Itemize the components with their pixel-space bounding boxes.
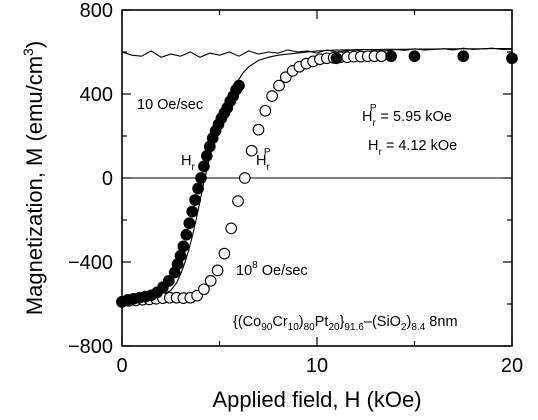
hr-label-sub: r [191, 162, 195, 173]
rate-fast-sup: 8 [252, 260, 258, 271]
comp-sub: 80 [304, 322, 316, 333]
filled-data-point [506, 52, 518, 65]
comp-sub: 8.4 [411, 322, 425, 333]
comp-part: –(SiO [364, 314, 401, 330]
hrp-value-tail: = 5.95 kOe [377, 109, 452, 125]
y-tick-labels: 800 400 0 −400 −800 [68, 0, 113, 358]
open-data-point [238, 172, 251, 184]
hrp-label-sup: P [264, 147, 271, 158]
x-ticks [121, 10, 513, 346]
comp-sub: 20 [328, 322, 340, 333]
annotation-hr-label: Hr [181, 153, 195, 173]
comp-sub: 90 [261, 322, 273, 333]
rate-fast-tail: Oe/sec [258, 263, 308, 279]
filled-data-point [180, 228, 193, 241]
comp-part: Pt [315, 314, 329, 330]
comp-sub: 91.6 [344, 322, 364, 333]
comp-part: ) [407, 314, 412, 330]
annotation-composition: {(Co90Cr10)80Pt20}91.6–(SiO2)8.4 8nm [233, 314, 458, 333]
filled-data-point [233, 79, 245, 92]
hr-value-sub: r [378, 147, 382, 158]
comp-part: } [340, 314, 345, 330]
hr-value-base: H [368, 138, 378, 154]
y-axis-title: Magnetization, M (emu/cm3) [20, 41, 47, 315]
comp-sub: 10 [288, 322, 300, 333]
open-data-point [245, 144, 258, 157]
x-tick-label: 0 [116, 355, 127, 377]
annotation-rate-slow: 10 Oe/sec [137, 97, 203, 113]
hrp-label-sub: r [266, 162, 270, 173]
open-data-point [232, 195, 244, 207]
open-data-point [259, 104, 272, 117]
filled-data-point [189, 194, 201, 206]
open-data-point [273, 79, 285, 92]
y-tick-label: −800 [68, 336, 113, 358]
open-data-point [211, 264, 224, 277]
comp-part: 8nm [425, 314, 457, 330]
hrp-value-sup: P [370, 103, 377, 114]
comp-sub: 2 [401, 322, 407, 333]
annotation-hrp-value: HrP = 5.95 kOe [362, 103, 452, 129]
filled-data-point [330, 52, 343, 65]
annotation-hr-value: Hr = 4.12 kOe [368, 138, 457, 158]
hr-value-tail: = 4.12 kOe [382, 138, 457, 154]
comp-part: ) [299, 314, 304, 330]
saturation-noise-line [121, 47, 512, 58]
x-tick-label: 20 [501, 355, 523, 377]
filled-data-point [385, 50, 397, 63]
annotation-rate-fast: 108 Oe/sec [236, 260, 308, 279]
annotation-hrp-label: HrP [256, 147, 271, 173]
open-data-point [266, 90, 278, 102]
hr-label-base: H [181, 153, 191, 169]
sweep-curve-line [121, 48, 512, 302]
hrp-label-base: H [256, 153, 266, 169]
open-data-point [375, 50, 388, 63]
filled-data-point [186, 205, 199, 218]
y-tick-label: −400 [68, 252, 113, 274]
y-axis-title-sup: 3 [20, 48, 36, 56]
open-data-point [225, 222, 238, 235]
filled-data-point [457, 50, 470, 63]
open-data-point [198, 283, 210, 296]
filled-data-point [177, 240, 190, 253]
filled-data-point [162, 275, 175, 287]
filled-data-point [192, 182, 204, 195]
y-tick-label: 400 [80, 84, 113, 106]
filled-data-point [183, 217, 196, 230]
filled-data-point [408, 50, 421, 63]
hrp-value-base: H [362, 109, 372, 125]
comp-part: Cr [272, 314, 287, 330]
x-axis-title: Applied field, H (kOe) [212, 387, 421, 412]
y-axis-title-main: Magnetization, M (emu/cm [22, 56, 47, 315]
x-tick-labels: 0 10 20 [116, 355, 523, 377]
open-data-point [204, 275, 217, 287]
filled-data-point [198, 160, 210, 173]
open-data-point [218, 247, 231, 260]
x-tick-label: 10 [306, 355, 328, 377]
y-tick-label: 800 [80, 0, 113, 22]
open-data-point [252, 123, 265, 136]
y-tick-label: 0 [102, 168, 113, 190]
curve-layer [121, 47, 512, 302]
hrp-value-sub: r [372, 118, 376, 129]
rate-fast-base: 10 [236, 263, 252, 279]
y-axis-title-tail: ) [22, 41, 47, 48]
filled-circle-series [116, 50, 518, 308]
comp-part: {(Co [233, 314, 261, 330]
filled-data-point [195, 172, 207, 184]
